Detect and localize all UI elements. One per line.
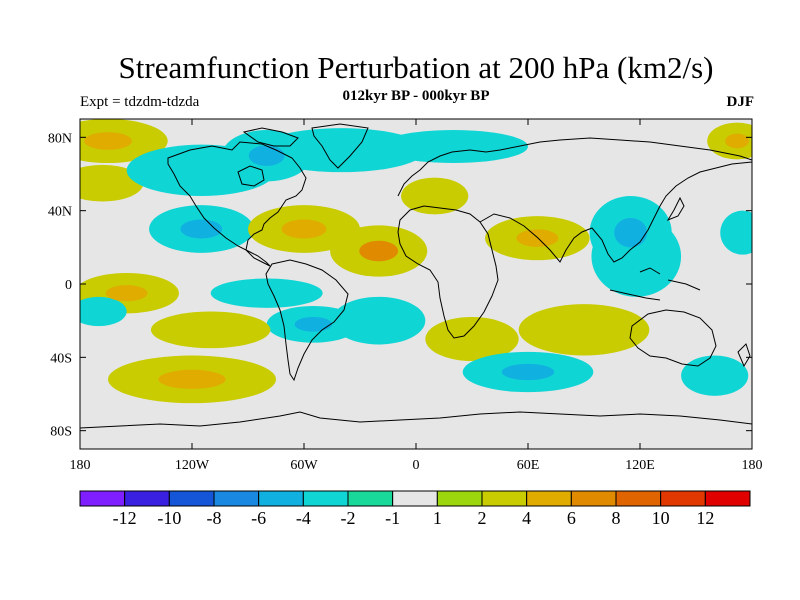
colorbar-swatch [168,490,215,507]
anomaly-region-negative [681,355,749,396]
anomaly-region-positive [401,177,469,215]
experiment-label: Expt = tdzdm-tdzda [80,94,200,110]
coastline-africa [397,205,499,339]
colorbar-swatch [392,490,438,507]
coastline-new-zealand [737,343,751,368]
anomaly-region-negative [720,210,752,255]
anomaly-core-positive [281,219,327,239]
colorbar-label: 8 [612,508,621,528]
colorbar: -12 -10 -8 -6 -4 -2 -1 1 2 4 6 8 10 12 [79,490,751,528]
anomaly-region-positive [425,317,519,361]
anomaly-core-negative [614,218,648,248]
anomaly-core-negative [294,317,333,332]
anomaly-region-negative [257,128,426,173]
anomaly-core-positive [158,369,226,389]
x-tick-label: 60E [517,458,540,473]
colorbar-label: 2 [478,508,487,528]
y-tick-label: 80N [48,131,72,146]
coastline-europe [397,137,752,197]
map-axes: 180 120W 60W 0 60E 120E 180 80N 40N 0 40S 80S [48,119,763,473]
season-label: DJF [726,94,755,110]
y-tick-label: 80S [50,425,72,440]
y-tick-label: 40N [48,205,72,220]
coastlines [80,123,752,429]
x-tick-label: 60W [290,458,318,473]
colorbar-swatch [124,490,170,507]
colorbar-label: 1 [433,508,442,528]
colorbar-label: 4 [522,508,531,528]
anomaly-core-negative [501,363,555,381]
colorbar-swatch [79,490,126,507]
colorbar-swatch [213,490,260,507]
anomaly-region-negative [332,296,426,345]
plot-title: Streamfunction Perturbation at 200 hPa (… [118,50,714,85]
y-tick-label: 0 [65,278,72,293]
plot-subtitle: 012kyr BP - 000kyr BP [342,88,490,104]
anomaly-core-positive [725,133,750,149]
anomaly-region-positive [518,304,650,356]
coastline-australia [629,309,717,367]
colorbar-swatch [347,490,394,507]
anomaly-contours [80,119,752,404]
colorbar-label: 12 [696,508,714,528]
colorbar-swatch [258,490,304,507]
anomaly-region-positive [150,311,271,349]
colorbar-swatch [436,490,483,507]
anomaly-core-negative [248,145,285,166]
coastline-north-america [167,141,307,267]
anomaly-core-positive [84,132,132,150]
colorbar-label: -8 [207,508,222,528]
anomaly-region-negative [378,130,528,163]
colorbar-swatch [660,490,706,507]
coastline-japan [666,196,685,222]
colorbar-swatch [302,490,349,507]
colorbar-label: -2 [341,508,356,528]
coastline-greenland [311,123,369,169]
coastline-indonesia [609,267,701,301]
anomaly-region-negative [591,216,682,297]
colorbar-swatch [526,490,572,507]
anomaly-core-negative [180,219,223,239]
x-tick-label: 180 [742,458,763,473]
colorbar-label: -4 [296,508,311,528]
colorbar-label: 6 [567,508,576,528]
coastline-south-america [265,259,349,382]
coastline-arctic-islands [242,127,299,147]
x-tick-label: 120W [175,458,210,473]
anomaly-core-positive [105,285,148,302]
colorbar-label: -1 [385,508,400,528]
colorbar-label: -10 [157,508,181,528]
anomaly-core-positive [516,229,559,247]
colorbar-swatch [570,490,617,507]
coastline-antarctica [80,411,752,429]
anomaly-core-positive [359,240,399,262]
x-tick-label: 120E [625,458,655,473]
x-tick-label: 0 [413,458,420,473]
colorbar-label: 10 [652,508,670,528]
colorbar-swatch [481,490,528,507]
y-tick-label: 40S [50,351,72,366]
colorbar-swatch [704,490,751,507]
colorbar-label: -6 [251,508,266,528]
anomaly-region-negative [80,296,127,327]
x-tick-label: 180 [70,458,91,473]
anomaly-region-negative [210,278,323,308]
colorbar-label: -12 [113,508,137,528]
colorbar-swatch [615,490,662,507]
coastline-asia [479,161,752,263]
coastline-hudson-bay [237,165,265,187]
